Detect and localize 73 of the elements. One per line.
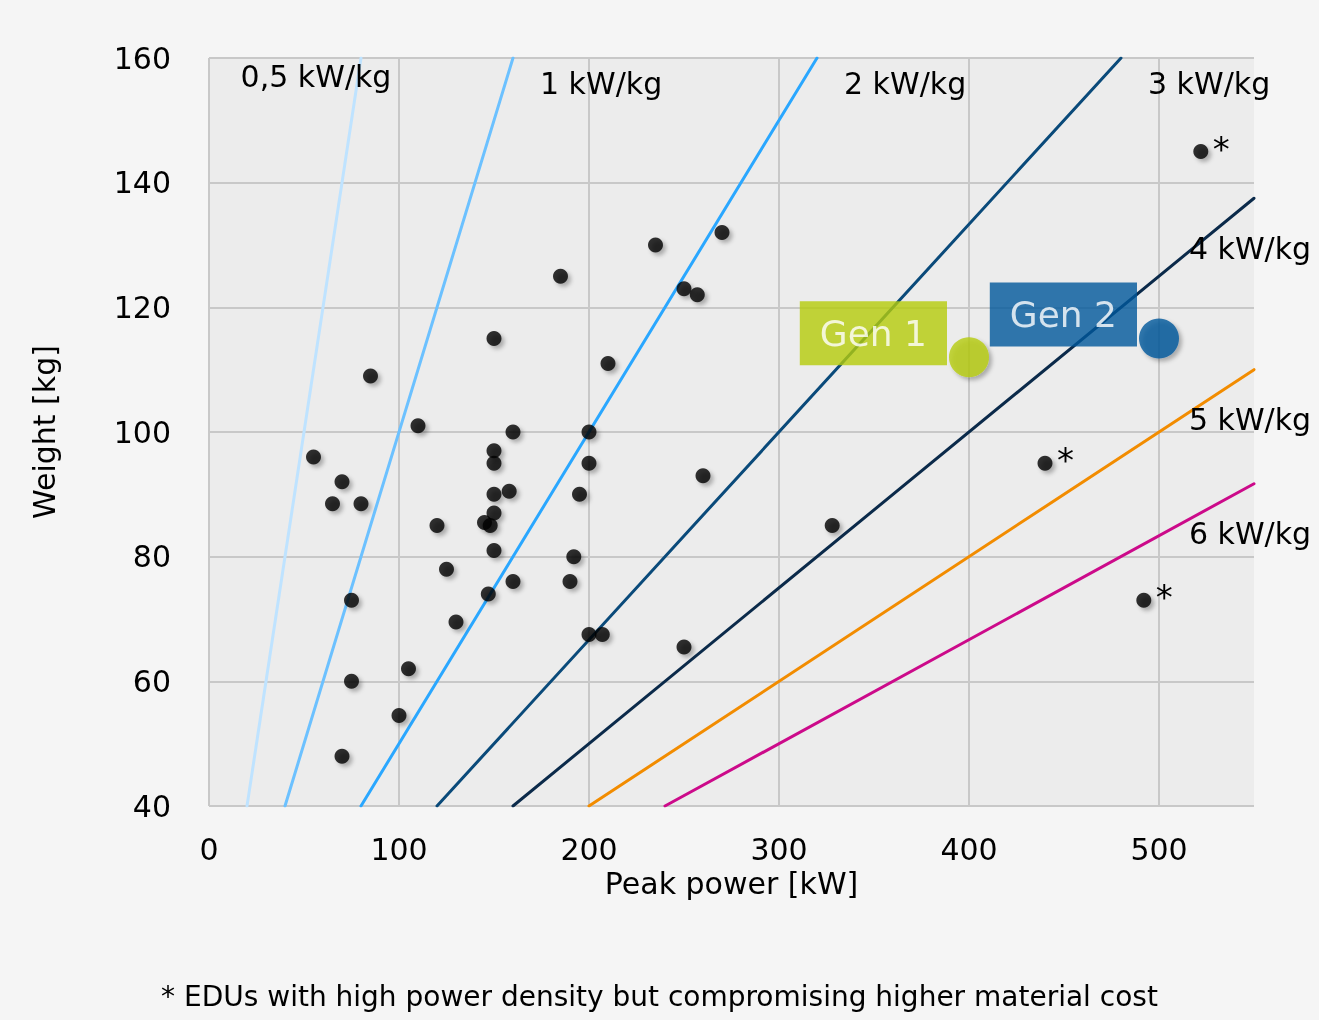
series-label: 2 kW/kg: [844, 65, 967, 101]
point: [353, 496, 369, 512]
y-axis-title: Weight [kg]: [26, 345, 62, 519]
point: [363, 368, 378, 384]
series-label: 1 kW/kg: [540, 65, 663, 101]
point: [480, 586, 496, 602]
point: [949, 337, 989, 378]
series-label: 0,5 kW/kg: [240, 58, 392, 94]
x-tick-label: 100: [370, 831, 428, 867]
x-tick-label: 400: [940, 831, 998, 867]
point: [334, 474, 350, 490]
point: [486, 455, 502, 471]
point: [306, 449, 321, 465]
x-tick-label: 0: [199, 831, 219, 867]
series-label: 6 kW/kg: [1188, 516, 1312, 552]
series-label: 3 kW/kg: [1148, 65, 1271, 101]
point: [600, 355, 616, 371]
text: * EDUs with high power density but compromising higher material cost: [161, 979, 1158, 1013]
point: [505, 424, 521, 440]
point: [505, 574, 521, 590]
point: [501, 483, 517, 499]
point: [439, 561, 454, 577]
point: [325, 496, 340, 512]
point: [594, 627, 610, 643]
point: [401, 661, 416, 677]
point: [391, 708, 407, 724]
x-axis-title: Peak power [kW]: [604, 866, 859, 902]
point: [581, 455, 597, 471]
y-tick-label: 120: [113, 289, 171, 325]
point: [566, 549, 582, 565]
series-label: Gen 2: [1009, 294, 1117, 335]
point: [448, 614, 464, 630]
series-label: Gen 1: [819, 312, 927, 354]
point: [410, 418, 426, 434]
point: [1136, 592, 1152, 608]
point: [676, 281, 692, 297]
annotation: *: [1057, 440, 1074, 481]
annotation: *: [1212, 128, 1230, 169]
point: [648, 237, 663, 253]
point: [1193, 144, 1209, 159]
y-tick-label: 140: [113, 165, 171, 201]
point: [714, 225, 730, 241]
point: [581, 424, 597, 440]
point: [486, 542, 502, 558]
point: [344, 592, 359, 608]
point: [344, 673, 359, 689]
point: [689, 287, 705, 303]
y-tick-label: 100: [113, 414, 171, 450]
point: [695, 468, 711, 484]
y-tick-label: 160: [113, 40, 171, 76]
x-tick-label: 500: [1130, 831, 1188, 867]
point: [572, 486, 587, 502]
point: [1139, 318, 1179, 359]
point: [482, 518, 498, 533]
point: [824, 518, 840, 533]
point: [429, 518, 445, 533]
point: [486, 505, 502, 521]
y-tick-label: 80: [132, 539, 171, 575]
series-label: 5 kW/kg: [1188, 402, 1312, 438]
point: [562, 574, 578, 590]
y-tick-label: 40: [132, 788, 171, 824]
point: [486, 331, 502, 346]
point: [486, 443, 502, 459]
point: [676, 639, 692, 655]
annotation: *: [1155, 577, 1173, 618]
point: [1037, 455, 1053, 471]
x-tick-label: 300: [750, 831, 808, 867]
y-tick-label: 60: [132, 663, 171, 699]
point: [581, 627, 597, 643]
point: [553, 268, 568, 284]
x-tick-label: 200: [560, 831, 618, 867]
point: [334, 748, 350, 764]
point: [486, 486, 502, 502]
